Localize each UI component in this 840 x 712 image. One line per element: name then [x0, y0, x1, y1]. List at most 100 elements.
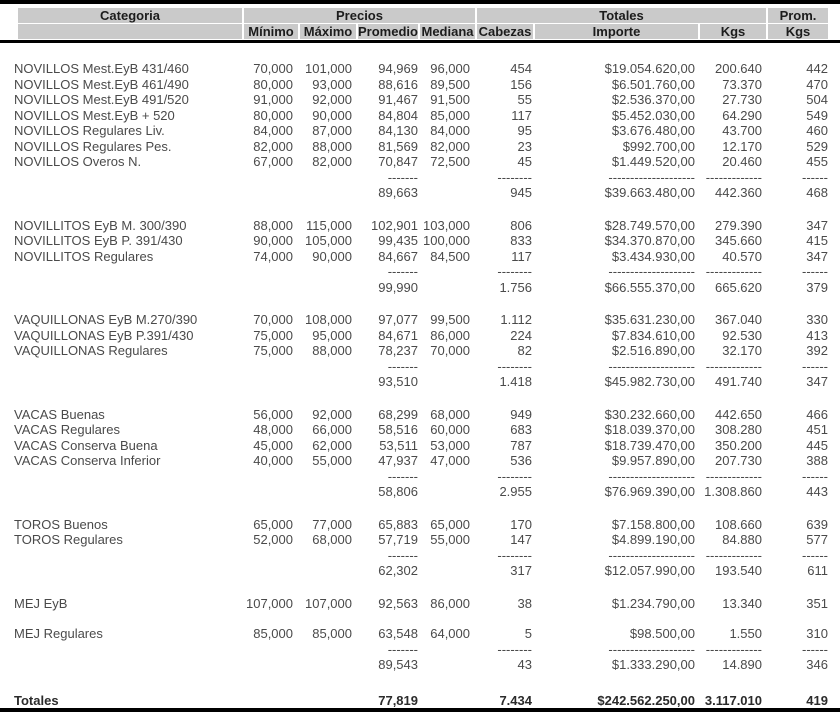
cell-cabezas: 45 [517, 154, 532, 169]
cell-categoria: MEJ EyB [14, 595, 68, 611]
cell-maximo: 107,000 [305, 595, 352, 611]
cell-importe: $28.749.570,00 [604, 217, 695, 233]
cell-cabezas: 1.418 [499, 374, 532, 389]
cell-maximo: 82,000 [312, 154, 352, 169]
cell-importe: $45.982.730,00 [604, 374, 695, 389]
cell-maximo: 95,000 [312, 327, 352, 343]
cell-importe: $3.434.930,00 [611, 248, 695, 264]
table-row: NOVILLITOS EyB P. 391/430 90,000 105,000 99… [0, 233, 840, 249]
cell-kgs: 345.660 [715, 233, 762, 248]
cell-promedio: 70,847 [378, 154, 418, 169]
category-group: TOROS Buenos 65,000 77,000 65,883 65,000 170 $… [0, 517, 840, 579]
cell-cabezas: 945 [510, 185, 532, 200]
cell-kgs: 442.360 [715, 185, 762, 200]
cell-prom-kgs: ------ [802, 358, 828, 374]
cell-promedio: 84,667 [378, 248, 418, 264]
cell-categoria [14, 563, 244, 579]
cell-kgs: 442.650 [715, 406, 762, 422]
cell-minimo: 48,000 [253, 422, 293, 437]
cell-promedio: 89,663 [378, 185, 418, 200]
cell-cabezas: 82 [517, 343, 532, 358]
cell-mediana: 47,000 [430, 453, 470, 468]
table-row: VAQUILLONAS EyB P.391/430 75,000 95,000 84,… [0, 328, 840, 344]
table-body: NOVILLOS Mest.EyB 431/460 70,000 101,000 94… [0, 61, 840, 673]
cell-mediana: 99,500 [430, 312, 470, 327]
cell-maximo: 55,000 [312, 453, 352, 468]
subtotal-row: 93,510 1.418 $45.982.730,00 491.740 347 [0, 374, 840, 390]
cell-prom-kgs: 347 [806, 374, 828, 389]
totals-importe: $242.562.250,00 [597, 692, 695, 708]
cell-mediana [420, 563, 477, 579]
cell-promedio: ------- [387, 547, 418, 563]
cell-categoria [14, 548, 244, 564]
cell-minimo: 80,000 [253, 76, 293, 92]
table-row: NOVILLOS Regulares Pes. 82,000 88,000 81,56… [0, 139, 840, 155]
cell-prom-kgs: 445 [806, 437, 828, 453]
cell-promedio: 84,671 [378, 327, 418, 343]
cell-minimo: 107,000 [246, 595, 293, 611]
cell-prom-kgs: ------ [802, 264, 828, 279]
cell-categoria [14, 484, 244, 500]
cell-categoria: NOVILLOS Mest.EyB 461/490 [14, 76, 189, 92]
cell-maximo: 93,000 [312, 76, 352, 92]
cell-maximo: 66,000 [312, 422, 352, 437]
cell-mediana [420, 469, 477, 485]
header-mediana: Mediana [420, 24, 475, 39]
totals-kgs: 3.117.010 [704, 692, 762, 708]
cell-cabezas: 43 [517, 657, 532, 672]
cell-kgs: 43.700 [722, 123, 762, 138]
cell-maximo [300, 264, 358, 280]
cell-minimo [244, 484, 300, 500]
cell-promedio: ------- [387, 358, 418, 374]
cell-categoria: VAQUILLONAS Regulares [14, 343, 168, 358]
cell-kgs: 27.730 [722, 92, 762, 107]
cell-importe: $18.739.470,00 [604, 437, 695, 453]
cell-categoria: NOVILLITOS EyB P. 391/430 [14, 233, 183, 248]
cell-kgs: 665.620 [715, 279, 762, 295]
cell-importe: $6.501.760,00 [611, 76, 695, 92]
cell-minimo: 82,000 [253, 138, 293, 154]
cell-kgs: ------------- [705, 468, 762, 484]
cell-cabezas: 833 [510, 233, 532, 248]
cell-prom-kgs: 346 [806, 657, 828, 672]
cell-promedio: ------- [387, 641, 418, 657]
dashes-row: ------- -------- -------------------- -----… [0, 642, 840, 658]
cell-minimo: 75,000 [253, 343, 293, 358]
cell-importe: $7.158.800,00 [611, 516, 695, 532]
cell-cabezas: 949 [510, 406, 532, 422]
cell-empty [420, 693, 477, 709]
subtotal-row: 99,990 1.756 $66.555.370,00 665.620 379 [0, 280, 840, 296]
cell-mediana [420, 374, 477, 390]
cell-categoria: NOVILLITOS EyB M. 300/390 [14, 217, 187, 233]
cell-kgs: 193.540 [715, 563, 762, 578]
cell-minimo: 70,000 [253, 61, 293, 76]
cell-minimo: 90,000 [253, 233, 293, 248]
cell-importe: -------------------- [608, 169, 695, 185]
cell-maximo [300, 359, 358, 375]
cell-categoria [14, 642, 244, 658]
cell-mediana: 64,000 [430, 626, 470, 641]
cell-cabezas: 2.955 [499, 484, 532, 499]
cell-mediana [420, 642, 477, 658]
cell-importe: $1.449.520,00 [611, 154, 695, 169]
cell-importe: -------------------- [608, 358, 695, 374]
cell-minimo: 74,000 [253, 248, 293, 264]
cell-kgs: 40.570 [722, 248, 762, 264]
table-row: NOVILLOS Overos N. 67,000 82,000 70,847 72,5… [0, 154, 840, 170]
cell-cabezas: 1.112 [500, 312, 532, 327]
cell-kgs: 1.550 [729, 626, 762, 641]
cell-categoria: NOVILLITOS Regulares [14, 248, 154, 264]
category-group: NOVILLITOS EyB M. 300/390 88,000 115,000 10… [0, 218, 840, 296]
cell-importe: $5.452.030,00 [611, 107, 695, 123]
cell-kgs: 92.530 [722, 327, 762, 343]
cell-mediana [420, 548, 477, 564]
cell-prom-kgs: 611 [807, 563, 828, 578]
cell-promedio: 93,510 [378, 374, 418, 389]
cell-maximo [300, 657, 358, 673]
dashes-row: ------- -------- -------------------- -----… [0, 359, 840, 375]
header-group-row: Categoria Precios Totales Prom. [0, 8, 840, 23]
cell-mediana: 91,500 [430, 92, 470, 107]
cell-minimo: 52,000 [253, 532, 293, 547]
cell-minimo [244, 280, 300, 296]
cell-categoria: VACAS Conserva Inferior [14, 453, 161, 468]
